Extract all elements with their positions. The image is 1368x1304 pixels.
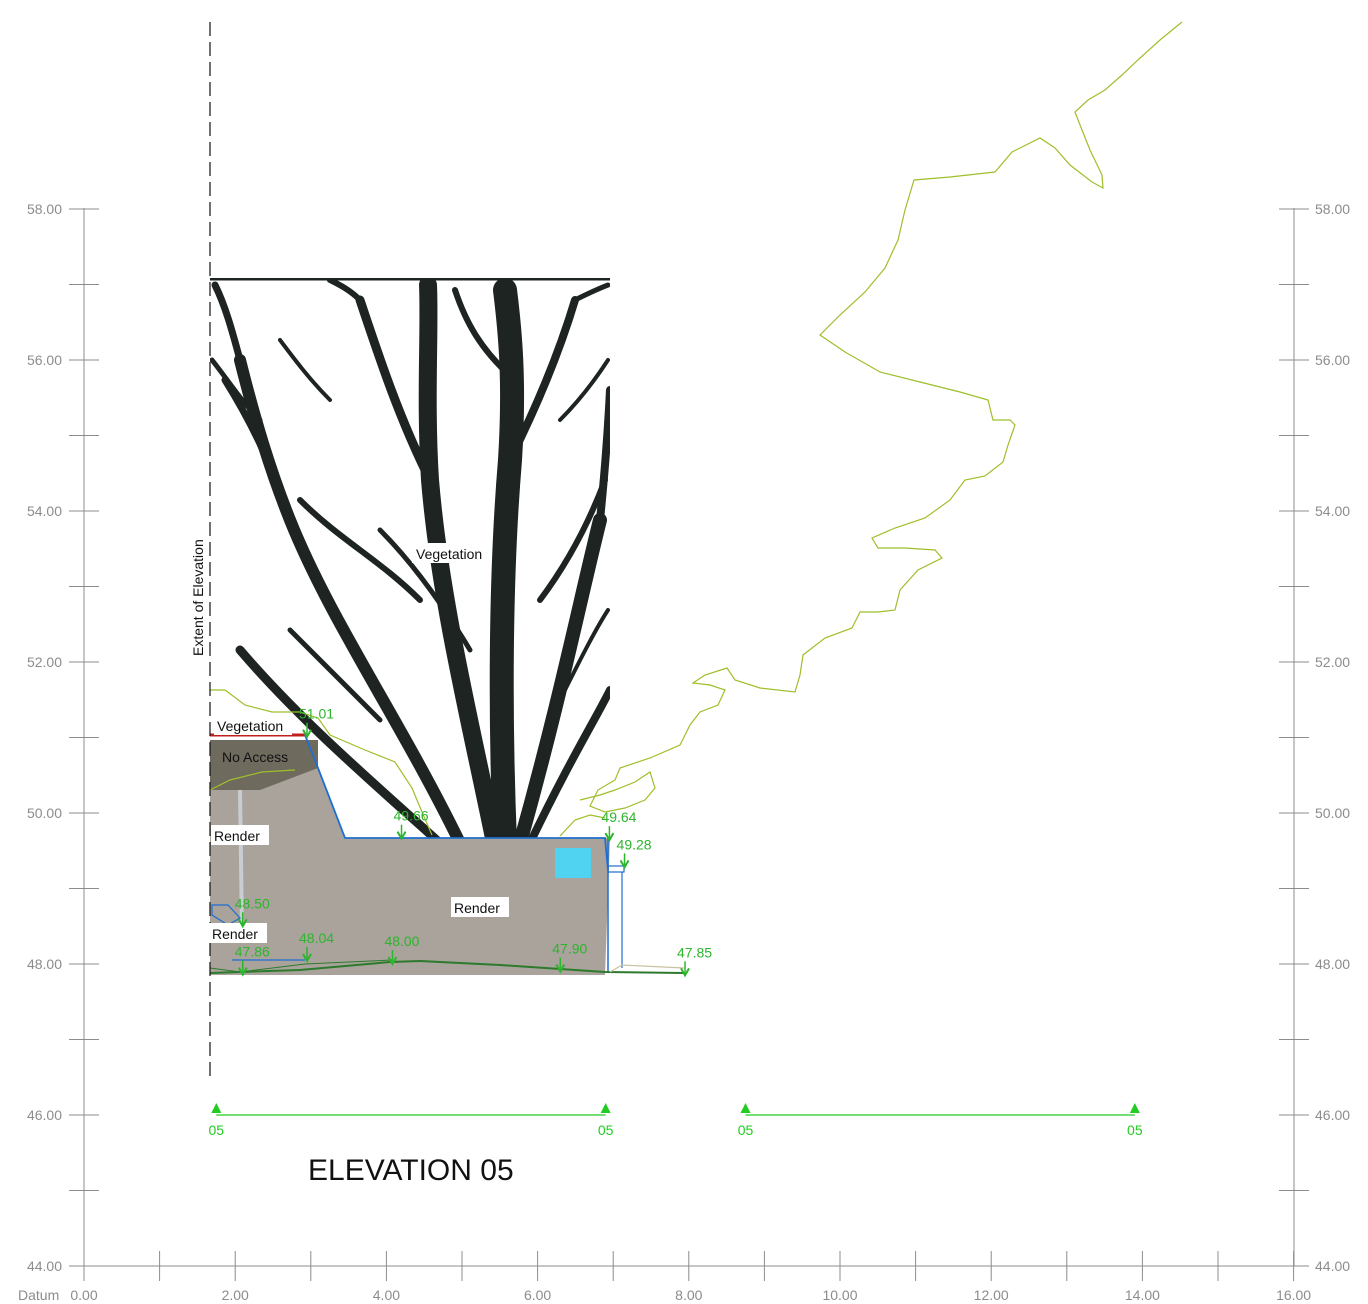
level-marker: 49.28 (617, 836, 652, 870)
level-marker: 51.01 (299, 706, 334, 739)
level-label: 48.00 (384, 933, 419, 949)
y-tick-label-right: 44.00 (1315, 1258, 1350, 1274)
x-tick-label: 8.00 (675, 1287, 702, 1303)
bottom-axis: 0.00 2.00 4.00 6.00 8.00 10.00 12.00 14.00 16.00 (70, 1251, 1311, 1303)
x-tick-label: 6.00 (524, 1287, 551, 1303)
blue-box (555, 848, 591, 878)
level-label: 48.04 (299, 930, 334, 946)
label-render-lower: Render (212, 926, 258, 942)
y-tick-label: 46.00 (27, 1107, 62, 1123)
y-tick-label-right: 56.00 (1315, 352, 1350, 368)
section-label: 05 (738, 1122, 754, 1138)
x-tick-label: 0.00 (70, 1287, 97, 1303)
y-tick-label-right: 58.00 (1315, 201, 1350, 217)
level-label: 49.28 (617, 836, 652, 852)
y-tick-label: 52.00 (27, 654, 62, 670)
section-label: 05 (1127, 1122, 1143, 1138)
section-line: 05 05 (738, 1103, 1143, 1138)
section-markers: 05 05 05 05 (209, 1103, 1143, 1138)
section-arrow (740, 1103, 751, 1113)
y-tick-label-right: 46.00 (1315, 1107, 1350, 1123)
level-label: 49.66 (394, 808, 429, 824)
y-tick-label: 56.00 (27, 352, 62, 368)
x-tick-label: 4.00 (373, 1287, 400, 1303)
y-tick-label-right: 52.00 (1315, 654, 1350, 670)
level-marker: 47.90 (552, 941, 588, 974)
drawing-title: ELEVATION 05 (308, 1154, 514, 1187)
x-tick-label: 10.00 (822, 1287, 857, 1303)
level-label: 47.90 (552, 941, 587, 957)
section-arrow (1129, 1103, 1140, 1113)
extent-label: Extent of Elevation (190, 539, 206, 656)
canopy-outline (579, 21, 1183, 813)
x-tick-label: 12.00 (974, 1287, 1009, 1303)
label-render-upper: Render (214, 828, 260, 844)
level-label: 51.01 (299, 706, 334, 722)
y-tick-label: 58.00 (27, 201, 62, 217)
section-line: 05 05 (209, 1103, 614, 1138)
render-wall (210, 733, 625, 975)
level-marker: 49.66 (394, 808, 429, 841)
right-axis: 44.00 46.00 48.00 50.00 52.00 54.00 56.00 58.00 (1279, 201, 1350, 1274)
section-arrow (211, 1103, 222, 1113)
section-label: 05 (598, 1122, 614, 1138)
section-label: 05 (209, 1122, 225, 1138)
level-marker: 47.86 (235, 944, 270, 977)
left-axis: 44.00 46.00 48.00 50.00 52.00 54.00 56.00 58.00 (27, 201, 99, 1274)
y-tick-label-right: 50.00 (1315, 805, 1350, 821)
y-tick-label-right: 48.00 (1315, 956, 1350, 972)
tree-photo (210, 278, 610, 843)
x-tick-label: 14.00 (1125, 1287, 1160, 1303)
label-no-access: No Access (222, 749, 288, 765)
y-tick-label: 50.00 (27, 805, 62, 821)
level-label: 47.85 (677, 944, 712, 960)
y-tick-label-right: 54.00 (1315, 503, 1350, 519)
label-render-main: Render (454, 900, 500, 916)
label-vegetation-bank: Vegetation (217, 718, 283, 734)
y-tick-label: 48.00 (27, 956, 62, 972)
x-tick-label: 2.00 (222, 1287, 249, 1303)
level-label: 47.86 (235, 944, 270, 960)
level-marker: 48.50 (235, 895, 270, 929)
level-label: 48.50 (235, 895, 270, 911)
y-tick-label: 54.00 (27, 503, 62, 519)
level-marker: 48.04 (299, 930, 334, 963)
material-labels: Vegetation Vegetation No Access Render R… (209, 543, 509, 943)
datum-label: Datum (18, 1287, 59, 1303)
level-marker: 48.00 (384, 933, 420, 967)
level-label: 49.64 (601, 809, 636, 825)
level-marker: 47.85 (677, 944, 712, 978)
y-tick-label: 44.00 (27, 1258, 62, 1274)
section-arrow (600, 1103, 611, 1113)
label-vegetation-tree: Vegetation (416, 546, 482, 562)
level-marker: 49.64 (601, 809, 637, 843)
vegetation-bank-outline (209, 689, 606, 837)
x-tick-label: 16.00 (1276, 1287, 1311, 1303)
level-markers: 51.01 49.66 49.64 49.28 48.50 48.04 48.00 47.90… (235, 706, 712, 978)
ground-line (209, 959, 685, 974)
